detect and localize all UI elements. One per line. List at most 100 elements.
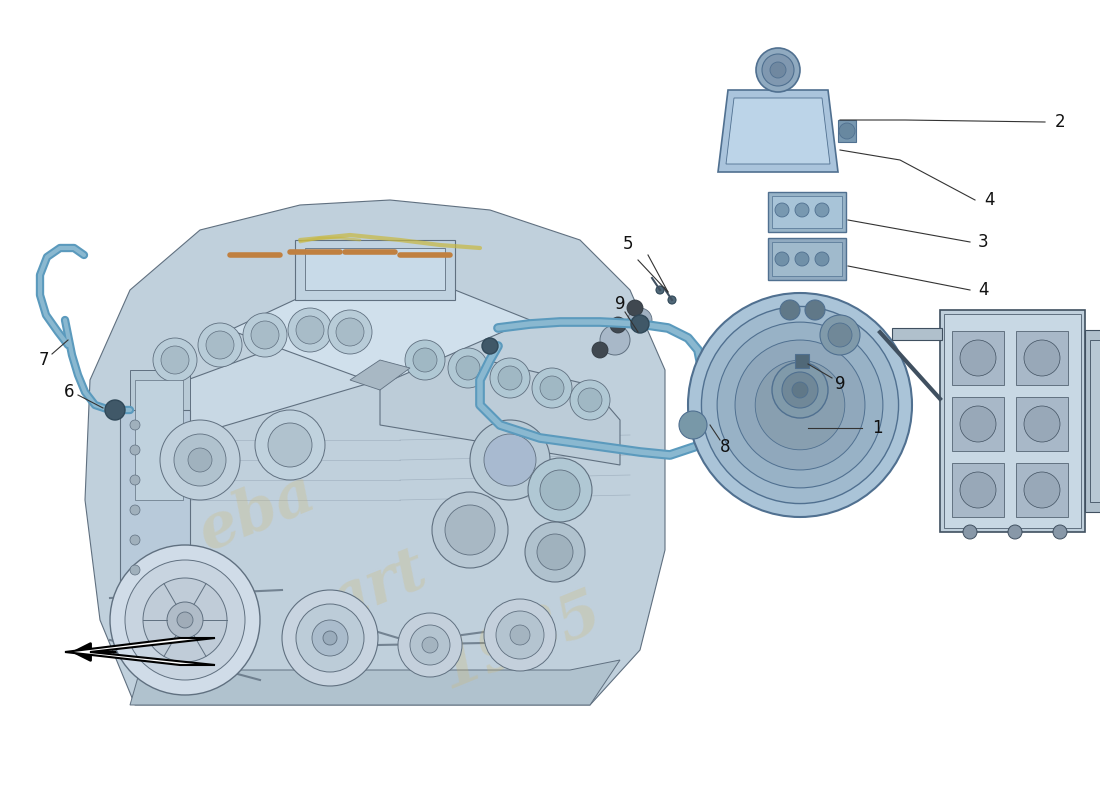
Circle shape	[717, 322, 883, 488]
Circle shape	[255, 410, 324, 480]
Circle shape	[312, 620, 348, 656]
Text: 1: 1	[872, 419, 882, 437]
Circle shape	[592, 342, 608, 358]
Bar	[944, 314, 1081, 528]
Circle shape	[839, 123, 855, 139]
Bar	[838, 120, 856, 142]
Circle shape	[470, 420, 550, 500]
Circle shape	[110, 545, 260, 695]
Circle shape	[610, 317, 626, 333]
Circle shape	[702, 306, 899, 503]
Text: 2: 2	[1055, 113, 1066, 131]
Circle shape	[410, 625, 450, 665]
Circle shape	[130, 475, 140, 485]
Polygon shape	[230, 260, 530, 385]
Text: art: art	[320, 540, 436, 633]
Circle shape	[735, 340, 865, 470]
Circle shape	[679, 411, 707, 439]
Circle shape	[772, 362, 828, 418]
Text: 3: 3	[978, 233, 989, 251]
Text: 4: 4	[978, 281, 989, 299]
Circle shape	[962, 525, 977, 539]
Bar	[295, 240, 455, 300]
Circle shape	[795, 203, 808, 217]
Circle shape	[828, 323, 852, 347]
Circle shape	[288, 308, 332, 352]
Circle shape	[528, 458, 592, 522]
Circle shape	[960, 406, 996, 442]
Circle shape	[510, 625, 530, 645]
Bar	[120, 410, 190, 590]
Circle shape	[776, 252, 789, 266]
Circle shape	[792, 382, 808, 398]
Circle shape	[161, 346, 189, 374]
Circle shape	[130, 565, 140, 575]
Bar	[940, 310, 1085, 532]
Circle shape	[198, 323, 242, 367]
Circle shape	[960, 340, 996, 376]
Text: 6: 6	[64, 383, 75, 401]
Circle shape	[627, 300, 644, 316]
Text: 4: 4	[984, 191, 994, 209]
Circle shape	[323, 631, 337, 645]
Circle shape	[1008, 525, 1022, 539]
Circle shape	[268, 423, 312, 467]
Polygon shape	[726, 98, 830, 164]
Circle shape	[243, 313, 287, 357]
Bar	[952, 331, 1004, 385]
Bar	[772, 196, 842, 228]
Text: 9: 9	[615, 295, 625, 313]
Circle shape	[153, 338, 197, 382]
Circle shape	[578, 388, 602, 412]
Circle shape	[1024, 472, 1060, 508]
Polygon shape	[350, 360, 410, 390]
Circle shape	[815, 252, 829, 266]
Circle shape	[525, 522, 585, 582]
Circle shape	[782, 372, 818, 408]
Polygon shape	[718, 90, 838, 172]
Circle shape	[805, 300, 825, 320]
Text: eba: eba	[190, 462, 324, 563]
Circle shape	[130, 445, 140, 455]
Circle shape	[762, 54, 794, 86]
Bar	[130, 370, 190, 510]
Circle shape	[251, 321, 279, 349]
Circle shape	[456, 356, 480, 380]
Circle shape	[570, 380, 611, 420]
Bar	[1016, 331, 1068, 385]
Circle shape	[398, 613, 462, 677]
Circle shape	[188, 448, 212, 472]
Circle shape	[776, 203, 789, 217]
Bar	[305, 248, 446, 290]
Circle shape	[422, 637, 438, 653]
Bar	[1090, 340, 1100, 502]
Polygon shape	[85, 200, 666, 705]
Circle shape	[780, 300, 800, 320]
Circle shape	[537, 534, 573, 570]
Text: 8: 8	[719, 438, 730, 456]
Bar	[772, 242, 842, 276]
Circle shape	[130, 535, 140, 545]
Bar	[795, 354, 808, 368]
Bar	[952, 463, 1004, 517]
Circle shape	[1024, 406, 1060, 442]
Circle shape	[282, 590, 378, 686]
Circle shape	[174, 434, 226, 486]
Circle shape	[770, 62, 786, 78]
Polygon shape	[65, 638, 214, 665]
Circle shape	[446, 505, 495, 555]
Circle shape	[688, 293, 912, 517]
Bar	[135, 380, 183, 500]
Bar	[768, 238, 846, 280]
Circle shape	[177, 612, 192, 628]
Polygon shape	[130, 320, 380, 445]
Circle shape	[960, 472, 996, 508]
Circle shape	[104, 400, 125, 420]
Circle shape	[432, 492, 508, 568]
Circle shape	[815, 203, 829, 217]
Circle shape	[130, 420, 140, 430]
Circle shape	[1053, 525, 1067, 539]
Text: 7: 7	[39, 351, 50, 369]
Circle shape	[412, 348, 437, 372]
Circle shape	[206, 331, 234, 359]
